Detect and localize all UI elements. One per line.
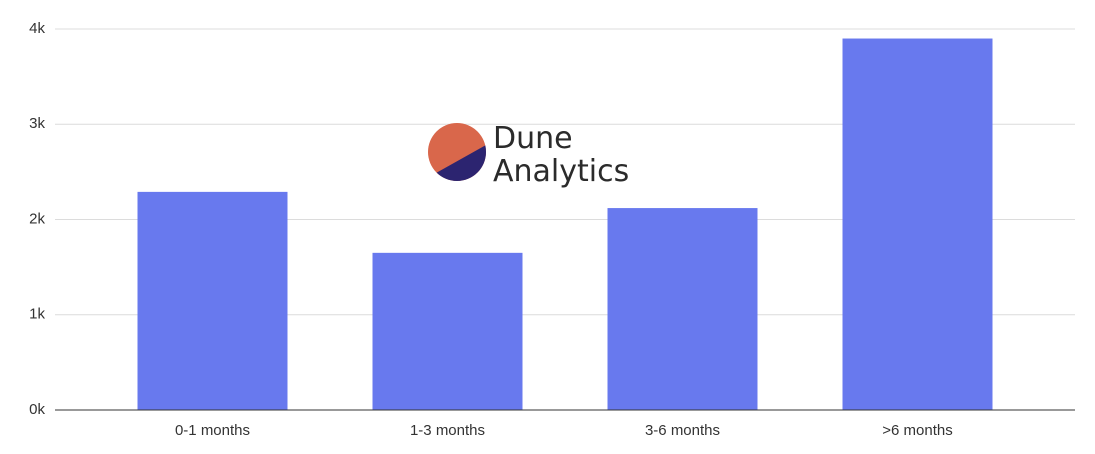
y-tick-label: 2k bbox=[29, 210, 45, 227]
bar bbox=[842, 38, 993, 411]
bar bbox=[607, 208, 758, 410]
watermark-text: Dune bbox=[493, 121, 573, 156]
x-tick-label: 3-6 months bbox=[645, 422, 720, 439]
x-tick-label: 0-1 months bbox=[175, 422, 250, 439]
x-tick-label: >6 months bbox=[882, 422, 952, 439]
bar bbox=[137, 191, 288, 410]
bar bbox=[372, 252, 523, 410]
y-tick-label: 1k bbox=[29, 306, 45, 323]
watermark-text: Analytics bbox=[493, 154, 629, 189]
y-tick-label: 0k bbox=[29, 401, 45, 418]
y-tick-label: 4k bbox=[29, 20, 45, 37]
y-tick-label: 3k bbox=[29, 115, 45, 132]
x-tick-label: 1-3 months bbox=[410, 422, 485, 439]
watermark-logo bbox=[428, 123, 486, 181]
